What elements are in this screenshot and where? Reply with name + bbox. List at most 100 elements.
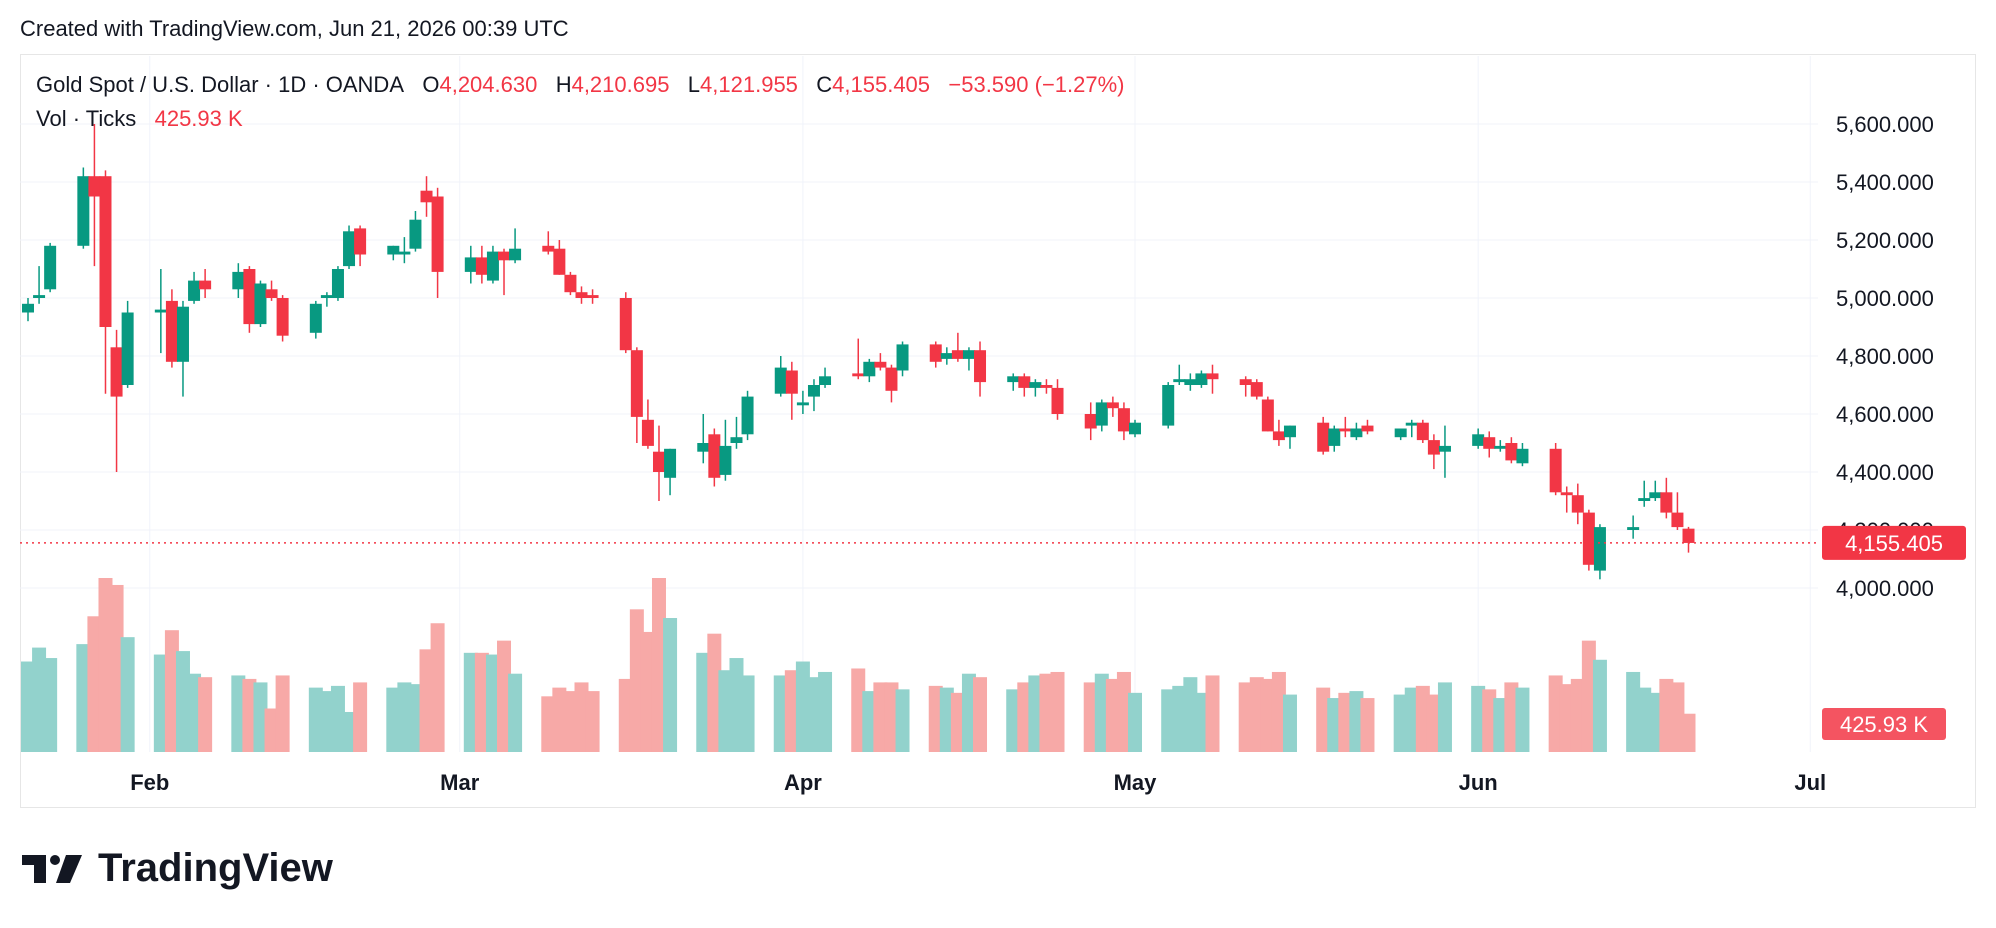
candle-body xyxy=(1018,376,1031,388)
volume-legend: Vol · Ticks 425.93 K xyxy=(36,106,243,132)
last-price-tag: 4,155.405 xyxy=(1822,525,1966,560)
candle-body xyxy=(1239,379,1252,385)
candle-body xyxy=(420,190,433,203)
candle-body xyxy=(1516,448,1529,464)
volume-bar xyxy=(430,623,445,752)
volume-bar xyxy=(1482,689,1497,752)
volume-bar xyxy=(928,685,943,752)
high-value: 4,210.695 xyxy=(571,72,670,97)
volume-bar xyxy=(1238,682,1253,752)
volume-bar xyxy=(1637,687,1652,752)
volume-bar xyxy=(1205,675,1220,752)
volume-bar xyxy=(629,609,644,752)
volume-bar xyxy=(618,678,633,752)
volume-bar xyxy=(330,685,345,752)
candle-body xyxy=(885,367,898,391)
volume-bar xyxy=(973,677,988,752)
volume-bar xyxy=(1592,659,1607,752)
volume-bar xyxy=(1659,678,1674,752)
candle-body xyxy=(1040,385,1053,388)
candle-body xyxy=(431,196,444,272)
tradingview-logo[interactable]: TradingView xyxy=(22,846,333,891)
y-tick-label: 5,200.000 xyxy=(1836,228,1934,253)
created-with-caption: Created with TradingView.com, Jun 21, 20… xyxy=(20,16,569,41)
volume-bar xyxy=(663,618,678,752)
candle-body xyxy=(785,370,798,394)
volume-bar xyxy=(1471,685,1486,752)
candle-body xyxy=(1549,448,1562,493)
volume-bar xyxy=(1161,689,1176,752)
candle-body xyxy=(1361,425,1374,432)
candle-body xyxy=(1438,445,1451,452)
candle-body xyxy=(1261,399,1274,432)
volume-bar xyxy=(1670,682,1685,752)
volume-bar xyxy=(1128,692,1142,752)
close-value: 4,155.405 xyxy=(832,72,931,97)
candle-body xyxy=(475,257,488,275)
low-label: L xyxy=(687,72,701,97)
volume-bar xyxy=(895,689,910,752)
tradingview-wordmark: TradingView xyxy=(98,846,333,890)
candle-body xyxy=(1184,379,1197,385)
volume-bar xyxy=(1393,694,1408,752)
candle-body xyxy=(1095,402,1108,426)
candle-body xyxy=(1627,527,1640,530)
volume-bars xyxy=(21,578,1696,752)
ohlc-legend: Gold Spot / U.S. Dollar · 1D · OANDA O4,… xyxy=(36,72,1125,98)
candle-body xyxy=(343,231,356,267)
candle-body xyxy=(243,269,256,325)
volume-bar xyxy=(1437,682,1452,752)
candle-body xyxy=(1660,492,1673,513)
candle-body xyxy=(619,298,632,351)
volume-bar xyxy=(651,578,666,752)
x-tick-label: Mar xyxy=(440,770,480,795)
candle-body xyxy=(630,350,643,417)
volume-bar xyxy=(585,691,600,752)
candle-body xyxy=(1106,402,1119,409)
candle-body xyxy=(1582,512,1595,565)
candle-body xyxy=(1117,408,1130,432)
candle-body xyxy=(962,350,975,359)
candle-body xyxy=(22,303,34,313)
volume-bar xyxy=(1559,684,1574,752)
candle-body xyxy=(154,309,167,313)
candle-body xyxy=(1173,379,1186,383)
volume-bar xyxy=(1349,691,1364,752)
volume-bar xyxy=(1570,678,1585,752)
volume-bar xyxy=(1626,671,1641,752)
volume-bar xyxy=(175,651,190,752)
volume-bar xyxy=(1404,687,1419,752)
candle-body xyxy=(276,298,289,336)
candle-body xyxy=(1505,443,1518,461)
candle-body xyxy=(1472,434,1485,446)
candle-body xyxy=(542,245,555,252)
candle-body xyxy=(896,344,909,371)
volume-bar xyxy=(1316,687,1331,752)
volume-bar xyxy=(1515,687,1530,752)
volume-bar xyxy=(873,682,888,752)
last-volume-tag: 425.93 K xyxy=(1822,708,1946,740)
y-tick-label: 5,000.000 xyxy=(1836,286,1934,311)
candle-body xyxy=(199,280,212,290)
candle-body xyxy=(1427,440,1440,455)
volume-bar xyxy=(795,661,810,752)
y-tick-label: 4,600.000 xyxy=(1836,402,1934,427)
volume-bar xyxy=(1271,671,1286,752)
volume-bar xyxy=(939,687,954,752)
candle-body xyxy=(498,251,511,261)
candle-body xyxy=(110,347,123,397)
candle-body xyxy=(575,292,588,298)
candle-body xyxy=(1671,512,1684,528)
candle-body xyxy=(951,350,964,359)
volume-bar xyxy=(43,658,58,752)
volume-bar xyxy=(1581,640,1596,752)
candle-body xyxy=(309,303,322,333)
volume-bar xyxy=(1648,692,1663,752)
candle-body xyxy=(1007,376,1020,383)
candle-body xyxy=(807,385,820,397)
candle-body xyxy=(99,176,112,327)
volume-bar xyxy=(153,654,168,752)
candle-body xyxy=(1593,527,1606,571)
candle-body xyxy=(564,274,577,293)
